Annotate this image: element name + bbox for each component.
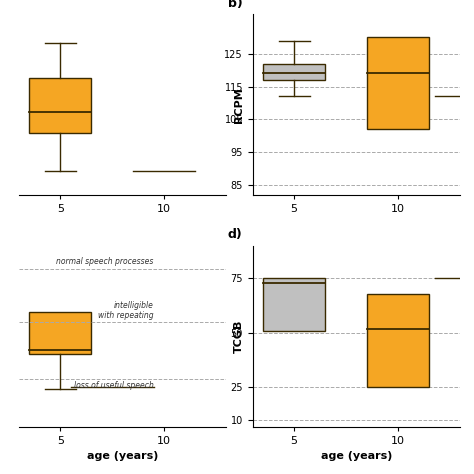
Text: intelligible
with repeating: intelligible with repeating xyxy=(98,301,154,320)
X-axis label: age (years): age (years) xyxy=(320,451,392,461)
Text: RCPM: RCPM xyxy=(234,87,245,123)
Text: b): b) xyxy=(228,0,243,10)
Bar xyxy=(366,294,428,387)
Bar xyxy=(263,64,325,80)
Bar xyxy=(366,37,428,129)
X-axis label: age (years): age (years) xyxy=(87,451,158,461)
Text: loss of useful speech: loss of useful speech xyxy=(73,381,154,390)
Text: TCGB: TCGB xyxy=(234,319,245,353)
Bar xyxy=(29,312,91,354)
Text: normal speech processes: normal speech processes xyxy=(56,257,154,266)
Bar xyxy=(263,278,325,331)
Bar xyxy=(29,78,91,133)
Text: d): d) xyxy=(228,228,243,241)
